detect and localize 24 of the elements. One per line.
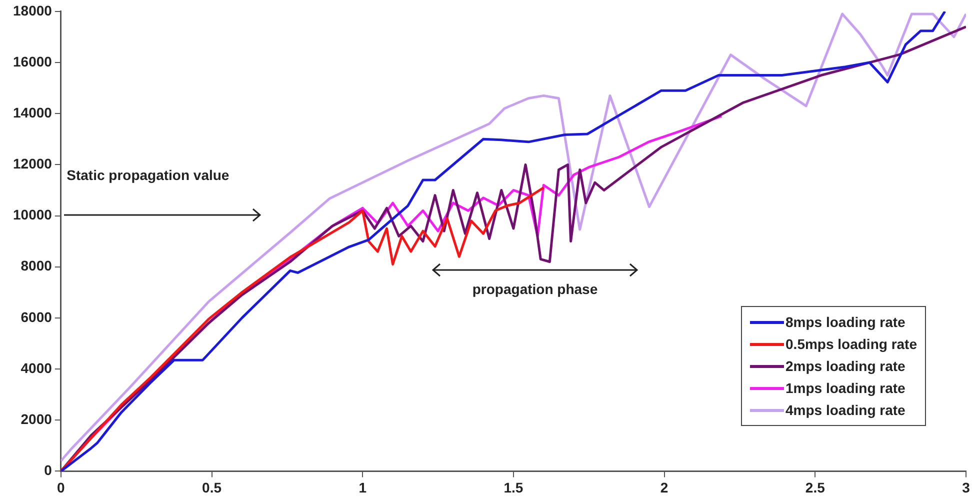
- x-tick-label: 3: [962, 479, 970, 496]
- y-tick-label: 10000: [12, 206, 52, 223]
- legend-label: 1mps loading rate: [786, 380, 906, 396]
- legend-label: 4mps loading rate: [786, 402, 906, 418]
- y-tick-label: 14000: [12, 104, 52, 120]
- x-tick-label: 1: [358, 479, 367, 496]
- y-tick-label: 2000: [20, 410, 52, 427]
- legend-label: 8mps loading rate: [786, 314, 906, 330]
- legend-label: 2mps loading rate: [786, 358, 906, 374]
- legend-label: 0.5mps loading rate: [786, 336, 917, 352]
- y-tick-label: 16000: [12, 53, 52, 70]
- x-tick-label: 0: [57, 479, 66, 496]
- y-tick-label: 12000: [12, 156, 52, 172]
- y-tick-label: 18000: [12, 2, 52, 18]
- annotation: Static propagation value: [66, 166, 230, 185]
- x-tick-label: 0.5: [202, 479, 222, 496]
- x-tick-label: 2: [660, 479, 668, 496]
- y-tick-label: 4000: [20, 360, 52, 376]
- x-tick-label: 1.5: [504, 479, 524, 496]
- y-tick-label: 6000: [20, 308, 52, 325]
- x-tick-label: 2.5: [805, 479, 826, 496]
- y-tick-label: 0: [44, 462, 52, 478]
- y-tick-label: 8000: [20, 258, 52, 274]
- annotation: propagation phase: [471, 280, 599, 299]
